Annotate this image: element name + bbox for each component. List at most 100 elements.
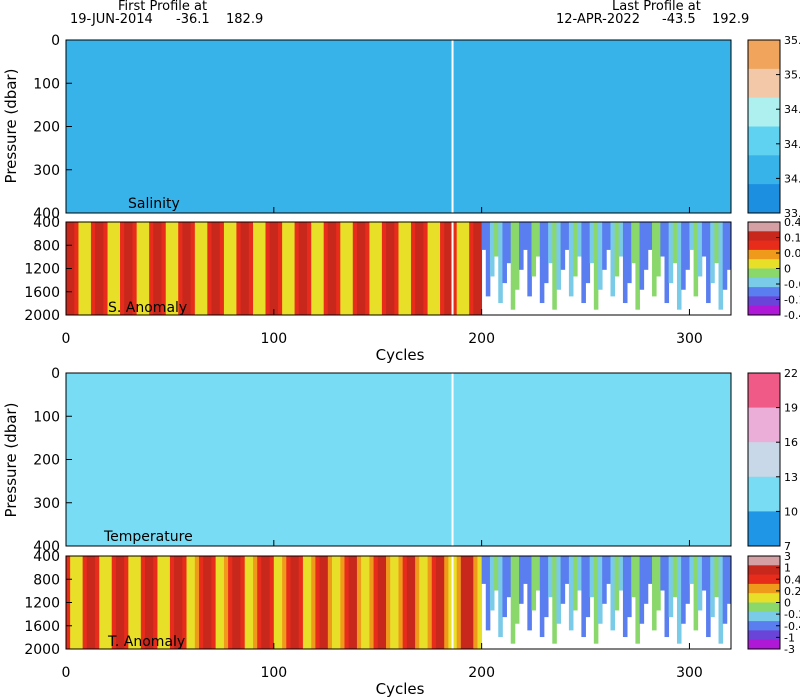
anomaly-stripe: [149, 556, 154, 649]
anomaly-stripe: [207, 556, 212, 649]
anomaly-stripe: [86, 222, 92, 315]
lower-xtick-label: 0: [62, 665, 71, 681]
anomaly-stripe: [581, 556, 586, 638]
anomaly-stripe: [676, 222, 682, 310]
header: First Profile at 19-JUN-2014 -36.1 182.9…: [70, 0, 749, 27]
anomaly-stripe: [676, 556, 682, 644]
anomaly-stripe: [652, 222, 657, 297]
anomaly-stripe: [406, 556, 412, 649]
anomaly-stripe: [519, 222, 524, 270]
anomaly-stripe: [456, 222, 462, 315]
anomaly-stripe: [419, 222, 424, 315]
anomaly-stripe: [352, 556, 358, 649]
anomaly-stripe: [253, 556, 258, 649]
panel-0-ytick-label: 100: [33, 76, 60, 92]
anomaly-stripe: [689, 556, 694, 584]
anomaly-stripe: [552, 556, 557, 644]
anomaly-stripe: [90, 222, 96, 315]
band-1: [66, 40, 731, 213]
anomaly-stripe: [440, 222, 445, 315]
anomaly-stripe: [253, 222, 258, 315]
anomaly-stripe: [128, 222, 133, 315]
anomaly-stripe: [435, 556, 441, 649]
anomaly-stripe: [485, 556, 491, 631]
colorbar-tick-label: 0.45: [784, 216, 800, 229]
anomaly-stripe: [477, 222, 483, 315]
anomaly-stripe: [560, 222, 566, 270]
anomaly-stripe: [726, 556, 732, 604]
anomaly-stripe: [402, 556, 408, 649]
anomaly-stripe: [602, 556, 607, 604]
anomaly-stripe: [111, 556, 117, 649]
colorbar-tick-label: 1: [784, 562, 791, 575]
colorbar-swatch: [748, 268, 780, 279]
anomaly-stripe: [498, 556, 503, 638]
anomaly-stripe: [348, 222, 354, 315]
anomaly-stripe: [577, 222, 582, 257]
panel-1-ytick-label: 1200: [24, 262, 60, 278]
anomaly-stripe: [161, 556, 167, 649]
anomaly-stripe: [140, 556, 146, 649]
colorbar-swatch: [748, 296, 780, 307]
anomaly-stripe: [614, 556, 620, 611]
colorbar-tick-label: 0.03: [784, 247, 800, 260]
panel-fill-1: [66, 222, 732, 315]
colorbar-swatch: [748, 611, 780, 622]
anomaly-stripe: [348, 556, 354, 649]
last-profile-date: 12-APR-2022: [556, 12, 640, 27]
anomaly-stripe: [548, 556, 553, 598]
upper-xtick-label: 200: [468, 331, 495, 347]
anomaly-stripe: [186, 222, 192, 315]
upper-xlabel: Cycles: [376, 346, 425, 364]
anomaly-stripe: [568, 222, 574, 297]
colorbar-swatch: [748, 593, 780, 603]
anomaly-stripe: [531, 222, 537, 277]
colorbar-tick-label: 35.7: [784, 34, 800, 47]
anomaly-stripe: [95, 222, 100, 315]
anomaly-stripe: [356, 222, 362, 315]
anomaly-stripe: [336, 556, 341, 649]
anomaly-stripe: [610, 222, 616, 297]
anomaly-stripe: [527, 556, 532, 631]
anomaly-stripe: [298, 222, 304, 315]
anomaly-stripe: [502, 222, 507, 284]
anomaly-stripe: [307, 222, 312, 315]
colorbar-swatch: [748, 511, 780, 547]
anomaly-stripe: [211, 556, 217, 649]
anomaly-stripe: [523, 556, 528, 584]
anomaly-stripe: [136, 556, 142, 649]
colorbar-0: 35.7 35.34 34.98 34.62 34.26 33.9: [747, 34, 800, 220]
anomaly-stripe: [203, 222, 208, 315]
anomaly-stripe: [340, 222, 345, 315]
anomaly-stripe: [340, 556, 345, 649]
anomaly-stripe: [307, 556, 312, 649]
anomaly-stripe: [178, 556, 183, 649]
first-profile-lat: -36.1: [176, 12, 210, 27]
colorbar-swatch: [748, 630, 780, 641]
anomaly-stripe: [602, 222, 607, 270]
lower-xtick-label: 300: [676, 665, 703, 681]
anomaly-stripe: [236, 222, 241, 315]
anomaly-stripe: [585, 222, 591, 284]
anomaly-stripe: [273, 556, 279, 649]
colorbar-tick-label: -3: [784, 643, 795, 656]
anomaly-stripe: [693, 556, 699, 631]
anomaly-stripe: [643, 222, 649, 270]
anomaly-stripe: [377, 222, 383, 315]
anomaly-stripe: [635, 556, 640, 644]
anomaly-stripe: [693, 222, 699, 297]
anomaly-stripe: [120, 556, 125, 649]
anomaly-stripe: [344, 556, 350, 649]
last-profile-lat: -43.5: [662, 12, 696, 27]
anomaly-stripe: [527, 222, 532, 297]
anomaly-stripe: [610, 556, 616, 631]
anomaly-stripe: [365, 222, 370, 315]
anomaly-stripe: [477, 556, 483, 649]
anomaly-stripe: [365, 556, 370, 649]
anomaly-stripe: [714, 556, 719, 598]
anomaly-stripe: [298, 556, 304, 649]
anomaly-stripe: [494, 556, 499, 591]
anomaly-stripe: [448, 556, 453, 649]
anomaly-stripe: [70, 222, 75, 315]
anomaly-stripe: [718, 556, 724, 644]
